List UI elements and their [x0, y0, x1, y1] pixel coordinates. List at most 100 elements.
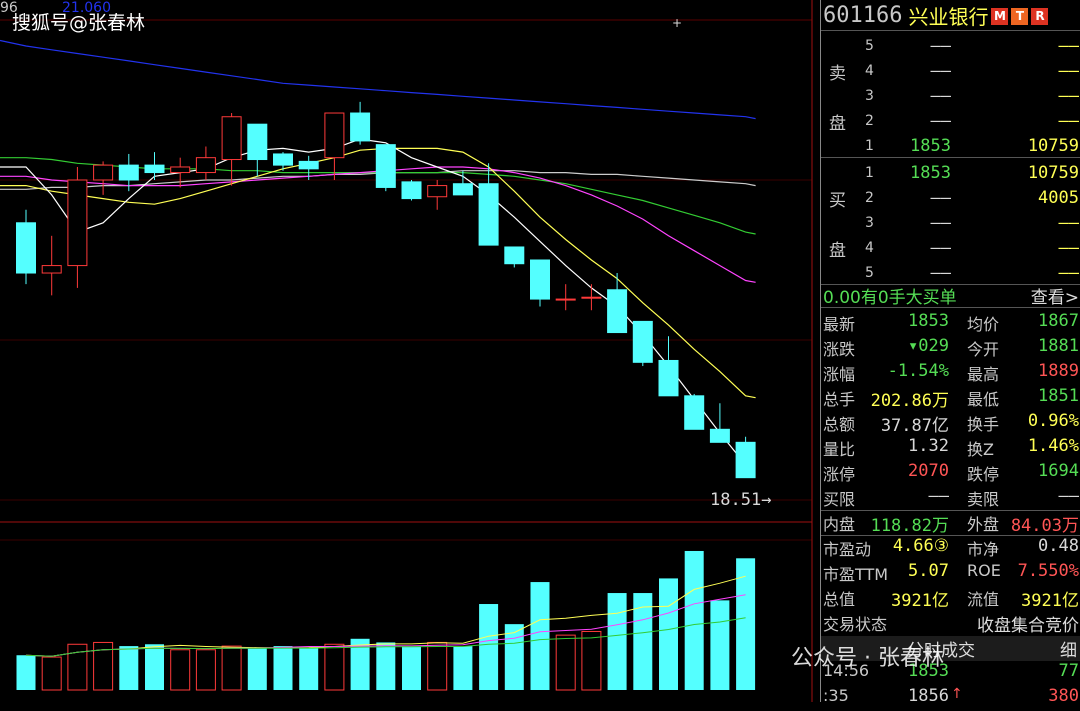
tick-row: 14:56 1853 77 — [821, 661, 1080, 686]
arrow-up-icon: ↑ — [951, 686, 963, 702]
watermark-2: 公众号 · 张春林 — [791, 646, 944, 671]
stat-label: 市盈动 — [823, 540, 872, 559]
stat-row: 最新 1853 均价 1867 — [821, 311, 1080, 336]
stat-value: 1.32 — [908, 436, 949, 456]
price-scale-top: 96 — [0, 0, 18, 16]
stat-label: 涨跌 — [823, 340, 856, 359]
stat-row: 市盈TTM 5.07 ROE 7.550% — [821, 561, 1080, 586]
volume-bar-up — [93, 641, 114, 691]
book-level: 2 — [865, 189, 874, 206]
book-price: —— — [930, 85, 951, 106]
book-level: 4 — [865, 62, 874, 79]
volume-ma5-line — [25, 575, 746, 657]
volume-bar-down — [376, 642, 396, 690]
book-volume: —— — [1058, 212, 1079, 233]
tab-ticks[interactable]: 分时成交 — [907, 641, 975, 661]
book-volume: 4005 — [1038, 187, 1079, 208]
volume-bar-down — [736, 558, 756, 690]
volume-bar-down — [659, 578, 678, 690]
candle-down — [504, 246, 525, 265]
candle-up — [170, 166, 191, 174]
book-level: 1 — [865, 164, 874, 181]
stat-value: 118.82万 — [870, 516, 949, 536]
stats-block: 0.00有0手大买单 查看> 最新 1853 均价 1867 涨跌 ▾029 今开 1881 涨幅 -… — [821, 283, 1080, 706]
volume-bar-up — [67, 643, 88, 691]
book-volume: —— — [1058, 110, 1079, 131]
stat-row: 涨跌 ▾029 今开 1881 — [821, 336, 1080, 361]
stat-value: 37.87亿 — [880, 416, 949, 436]
order-book-row[interactable]: 1 1853 10759 — [821, 133, 1080, 158]
book-level: 3 — [865, 87, 874, 104]
stat-value: 1853 — [908, 311, 949, 331]
book-volume: —— — [1058, 35, 1079, 56]
badge-m[interactable]: M — [991, 8, 1009, 25]
stat-label: 最高 — [967, 365, 1000, 384]
book-level: 4 — [865, 239, 874, 256]
volume-bar-down — [607, 593, 627, 690]
tick-price: 1853 — [908, 661, 949, 681]
ma-value-readout: 21.060 — [62, 0, 111, 16]
order-book-row[interactable]: 3 —— —— — [821, 83, 1080, 108]
volume-bar-up — [221, 645, 242, 691]
divider — [821, 510, 1080, 511]
book-side-label: 卖 — [829, 64, 846, 84]
stat-value: 202.86万 — [870, 391, 949, 411]
view-button[interactable]: 查看> — [1030, 288, 1079, 308]
stat-label: 市盈TTM — [823, 565, 889, 584]
order-book-row[interactable]: 2 —— 4005 — [821, 185, 1080, 210]
tick-price: 1856 — [908, 686, 949, 706]
volume-bar-down — [145, 644, 164, 690]
stat-label: 最新 — [823, 315, 856, 334]
badge-t[interactable]: T — [1011, 8, 1029, 25]
buy-order-book: 买盘 1 1853 10759 2 —— 4005 3 —— —— 4 —— —— 5 —— —— — [821, 158, 1080, 285]
stat-label: 换Z — [967, 440, 994, 459]
candle-down — [530, 259, 550, 300]
big-order-row: 0.00有0手大买单 查看> — [821, 283, 1080, 308]
order-book-row[interactable]: 1 1853 10759 — [821, 160, 1080, 185]
candle-down — [735, 441, 756, 479]
tick-volume: 77 — [1058, 661, 1079, 681]
candle-down — [452, 183, 473, 196]
order-book-row[interactable]: 5 —— —— — [821, 33, 1080, 58]
stat-label: ROE — [967, 561, 1001, 580]
kline-chart[interactable] — [0, 0, 820, 702]
volume-bar-up — [170, 649, 191, 691]
candle-down — [118, 164, 139, 181]
stat-label: 最低 — [967, 390, 1000, 409]
stat-label: 流值 — [967, 590, 1000, 609]
stock-name: 兴业银行 — [908, 4, 989, 29]
badge-r[interactable]: R — [1031, 8, 1049, 25]
volume-bar-up — [427, 641, 448, 691]
order-book-row[interactable]: 2 —— —— — [821, 108, 1080, 133]
stat-value: —— — [928, 486, 949, 506]
book-price: —— — [930, 35, 951, 56]
divider — [821, 535, 1080, 536]
divider — [821, 307, 1080, 308]
order-book-row[interactable]: 5 —— —— — [821, 260, 1080, 285]
stat-value: 1867 — [1038, 311, 1079, 331]
stat-label: 总值 — [823, 590, 856, 609]
volume-bar-down — [479, 604, 499, 690]
volume-bar-down — [710, 600, 730, 690]
stat-value: 1881 — [1038, 336, 1079, 356]
volume-bar-down — [299, 647, 319, 690]
stat-value: 0.96% — [1027, 411, 1079, 431]
crosshair-marker: + — [672, 16, 683, 30]
order-book-row[interactable]: 4 —— —— — [821, 58, 1080, 83]
tab-detail[interactable]: 细 — [1060, 641, 1077, 661]
book-side-label: 盘 — [829, 241, 846, 261]
order-book-row[interactable]: 4 —— —— — [821, 235, 1080, 260]
order-book-row[interactable]: 3 —— —— — [821, 210, 1080, 235]
stat-value: 2070 — [908, 461, 949, 481]
candle-down — [684, 395, 705, 430]
volume-bar-up — [195, 649, 216, 691]
stat-label: 换手 — [967, 415, 1000, 434]
stat-label: 量比 — [823, 440, 856, 459]
candle-up — [581, 296, 602, 299]
book-price: —— — [930, 237, 951, 258]
stat-value: 4.66③ — [892, 536, 949, 556]
stat-label: 外盘 — [967, 515, 1000, 534]
book-level: 1 — [865, 137, 874, 154]
